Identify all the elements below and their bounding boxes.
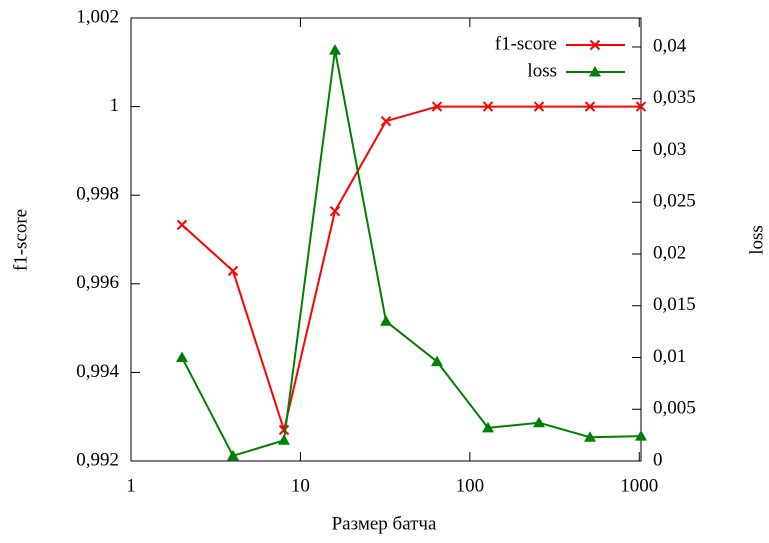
point-marker xyxy=(533,416,545,428)
point-marker xyxy=(380,116,392,127)
point-marker xyxy=(329,205,341,217)
series-line xyxy=(181,49,642,458)
legend-marker xyxy=(589,39,601,51)
series-line xyxy=(181,105,641,434)
point-marker xyxy=(329,44,341,55)
y2-tick-label: 0,03 xyxy=(653,139,686,160)
legend-label: loss xyxy=(527,60,557,81)
point-marker xyxy=(635,430,647,441)
y2-tick-label: 0,025 xyxy=(653,191,696,212)
x-tick-label: 10 xyxy=(291,475,310,496)
y2-tick-label: 0,04 xyxy=(653,35,687,56)
y2-axis-label: loss xyxy=(746,225,767,255)
y-tick-label: 0,998 xyxy=(76,184,119,205)
point-marker xyxy=(584,431,596,442)
point-marker xyxy=(584,101,596,112)
point-marker xyxy=(176,351,188,362)
point-marker xyxy=(278,424,290,436)
y2-tick-label: 0,035 xyxy=(653,87,696,108)
y2-tick-label: 0,015 xyxy=(653,294,696,315)
plot-frame xyxy=(130,17,642,462)
point-marker xyxy=(635,101,647,112)
x-tick-label: 1000 xyxy=(620,475,658,496)
point-marker xyxy=(380,315,392,326)
y-tick-label: 1,002 xyxy=(76,6,119,27)
point-marker xyxy=(227,449,239,461)
point-marker xyxy=(431,355,443,367)
point-marker xyxy=(482,421,494,433)
y2-tick-label: 0,01 xyxy=(653,346,686,367)
point-marker xyxy=(533,101,545,112)
point-marker xyxy=(176,219,188,231)
y-tick-label: 0,992 xyxy=(76,449,119,470)
y2-tick-label: 0 xyxy=(653,449,663,470)
y2-tick-label: 0,005 xyxy=(653,398,696,419)
y-tick-label: 0,994 xyxy=(76,361,119,382)
point-marker xyxy=(431,101,443,112)
y-tick-label: 0,996 xyxy=(76,272,119,293)
point-marker xyxy=(227,265,239,277)
point-marker xyxy=(278,434,290,445)
x-axis-label: Размер батча xyxy=(332,513,437,534)
legend-label: f1-score xyxy=(495,33,557,54)
x-tick-label: 1 xyxy=(126,475,136,496)
x-tick-label: 100 xyxy=(456,475,485,496)
y-tick-label: 1 xyxy=(110,95,120,116)
point-marker xyxy=(482,101,494,112)
legend-marker xyxy=(589,66,601,77)
y-axis-label: f1-score xyxy=(10,209,31,271)
y2-tick-label: 0,02 xyxy=(653,242,686,263)
